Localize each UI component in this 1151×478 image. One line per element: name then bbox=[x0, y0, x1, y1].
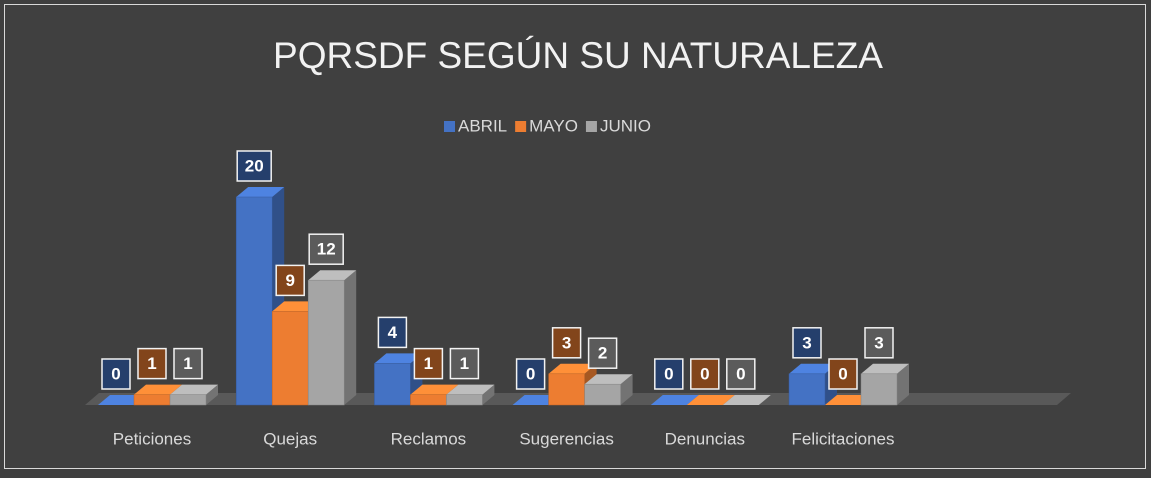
legend-swatch bbox=[444, 121, 455, 132]
data-label: 1 bbox=[147, 354, 156, 373]
data-label-box bbox=[690, 358, 720, 390]
x-tick-label: Peticiones bbox=[113, 429, 191, 448]
bar bbox=[584, 374, 633, 406]
data-label: 0 bbox=[664, 364, 673, 383]
data-label: 2 bbox=[598, 344, 607, 363]
bar-front bbox=[235, 196, 273, 406]
data-label: 0 bbox=[700, 364, 709, 383]
data-label-box bbox=[236, 150, 272, 182]
bar-top bbox=[861, 363, 909, 374]
x-tick-label: Quejas bbox=[263, 429, 317, 448]
bar-top bbox=[584, 374, 633, 385]
bar bbox=[446, 384, 495, 406]
data-label: 0 bbox=[111, 364, 120, 383]
bar-top bbox=[722, 395, 771, 405]
bar-top bbox=[789, 363, 837, 374]
data-label-box bbox=[275, 264, 305, 297]
bar-side bbox=[897, 363, 909, 405]
data-label: 1 bbox=[424, 354, 433, 373]
bar-front bbox=[410, 394, 447, 406]
bar bbox=[686, 395, 735, 405]
data-label: 3 bbox=[802, 333, 811, 352]
data-label: 1 bbox=[460, 354, 469, 373]
x-tick-label: Reclamos bbox=[391, 429, 467, 448]
bar-top bbox=[236, 187, 285, 197]
bar bbox=[650, 395, 699, 405]
bar-top bbox=[446, 384, 495, 395]
data-label-box bbox=[173, 347, 203, 380]
x-tick-label: Felicitaciones bbox=[792, 429, 895, 448]
bar-top bbox=[410, 384, 459, 395]
data-label: 0 bbox=[838, 364, 847, 383]
data-label-box bbox=[308, 233, 344, 265]
bar-top bbox=[134, 384, 182, 395]
legend-label: JUNIO bbox=[600, 116, 651, 135]
bar-top bbox=[650, 395, 699, 405]
data-label: 3 bbox=[562, 333, 571, 352]
bar-top bbox=[374, 353, 423, 364]
data-label-box bbox=[515, 358, 546, 390]
bar-front bbox=[446, 394, 483, 406]
bar-side bbox=[482, 384, 495, 405]
bar-side bbox=[344, 270, 357, 405]
data-label: 3 bbox=[874, 333, 883, 352]
data-label-box bbox=[551, 327, 582, 359]
bar bbox=[860, 363, 909, 406]
data-label-box bbox=[792, 327, 822, 359]
bar-front bbox=[374, 363, 411, 406]
data-label-box bbox=[137, 347, 167, 380]
data-label: 4 bbox=[388, 323, 398, 342]
bar-front bbox=[860, 373, 898, 406]
x-tick-label: Sugerencias bbox=[519, 429, 614, 448]
data-label-box bbox=[828, 358, 858, 390]
bar bbox=[722, 395, 771, 405]
data-label: 0 bbox=[736, 364, 745, 383]
bar-front bbox=[548, 373, 585, 406]
data-label-box bbox=[587, 337, 618, 369]
data-label-box bbox=[101, 358, 131, 390]
legend-swatch bbox=[585, 121, 597, 132]
data-label: 20 bbox=[245, 156, 264, 175]
bar-front bbox=[584, 383, 621, 406]
data-label: 12 bbox=[317, 240, 336, 259]
legend-label: ABRIL bbox=[458, 116, 507, 135]
x-tick-label: Denuncias bbox=[665, 429, 745, 448]
legend-swatch bbox=[515, 121, 527, 132]
bar-top bbox=[686, 395, 735, 405]
data-label-box bbox=[413, 347, 444, 380]
data-label: 1 bbox=[183, 354, 192, 373]
data-label: 9 bbox=[285, 271, 294, 290]
bar-side bbox=[620, 374, 633, 405]
data-label-box bbox=[864, 327, 894, 359]
data-label-box bbox=[654, 358, 684, 390]
bar bbox=[169, 384, 218, 406]
data-label: 0 bbox=[526, 364, 535, 383]
bar-top bbox=[548, 363, 597, 374]
bar-front bbox=[133, 394, 171, 406]
bar-side bbox=[206, 384, 218, 405]
bar-top bbox=[308, 270, 357, 281]
chart-title: PQRSDF SEGÚN SU NATURALEZA bbox=[273, 35, 883, 76]
bar-front bbox=[307, 279, 345, 406]
bar-top bbox=[170, 384, 218, 395]
data-label-box bbox=[726, 358, 756, 390]
data-label-box bbox=[449, 347, 480, 380]
data-label-box bbox=[377, 316, 408, 349]
bar-front bbox=[788, 373, 826, 406]
bar-front bbox=[169, 394, 207, 406]
bar-front bbox=[271, 311, 309, 406]
bar bbox=[307, 270, 357, 406]
legend-label: MAYO bbox=[529, 116, 578, 135]
